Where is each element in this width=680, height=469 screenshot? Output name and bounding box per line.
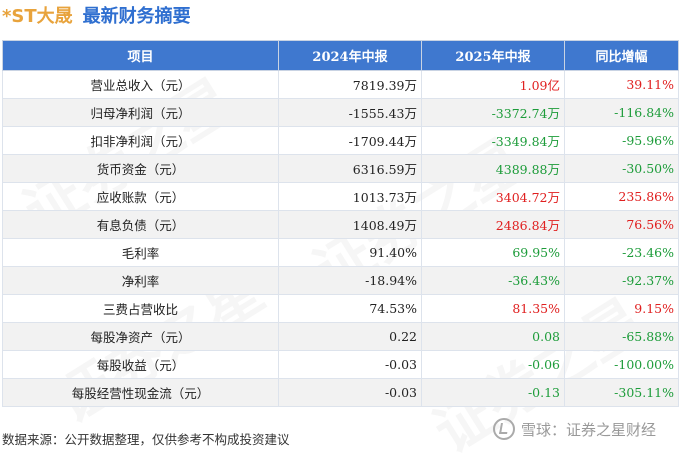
value-2025: 3404.72万: [421, 182, 565, 211]
company-name: *ST大晟: [2, 6, 73, 27]
value-yoy: 39.11%: [564, 70, 679, 99]
value-2024: -1555.43万: [278, 98, 422, 127]
header-yoy: 同比增幅: [564, 40, 679, 71]
row-label: 每股收益（元）: [2, 350, 279, 379]
value-2025: 4389.88万: [421, 154, 565, 183]
value-2025: 1.09亿: [421, 70, 565, 99]
value-yoy: -95.96%: [564, 126, 679, 155]
header-2024: 2024年中报: [278, 40, 422, 71]
table-row: 每股收益（元） -0.03 -0.06 -100.00%: [2, 350, 679, 379]
value-2024: 91.40%: [278, 238, 422, 267]
value-2024: 6316.59万: [278, 154, 422, 183]
row-label: 三费占营收比: [2, 294, 279, 323]
value-yoy: 9.15%: [564, 294, 679, 323]
value-yoy: -23.46%: [564, 238, 679, 267]
brand-text: 雪球：证券之星财经: [520, 420, 656, 439]
financial-summary-table: 项目 2024年中报 2025年中报 同比增幅 营业总收入（元） 7819.39万…: [2, 40, 679, 407]
header-item: 项目: [2, 40, 279, 71]
value-yoy: -65.88%: [564, 322, 679, 351]
table-row: 货币资金（元） 6316.59万 4389.88万 -30.50%: [2, 154, 679, 183]
row-label: 有息负债（元）: [2, 210, 279, 239]
data-source-note: 数据来源：公开数据整理，仅供参考不构成投资建议: [2, 432, 290, 447]
row-label: 净利率: [2, 266, 279, 295]
table-row: 毛利率 91.40% 69.95% -23.46%: [2, 238, 679, 267]
value-2025: -0.13: [421, 378, 565, 407]
value-2024: 7819.39万: [278, 70, 422, 99]
table-row: 每股净资产（元） 0.22 0.08 -65.88%: [2, 322, 679, 351]
table-row: 净利率 -18.94% -36.43% -92.37%: [2, 266, 679, 295]
value-2025: 0.08: [421, 322, 565, 351]
row-label: 营业总收入（元）: [2, 70, 279, 99]
table-row: 扣非净利润（元） -1709.44万 -3349.84万 -95.96%: [2, 126, 679, 155]
row-label: 应收账款（元）: [2, 182, 279, 211]
table-row: 应收账款（元） 1013.73万 3404.72万 235.86%: [2, 182, 679, 211]
row-label: 每股净资产（元）: [2, 322, 279, 351]
value-2024: -1709.44万: [278, 126, 422, 155]
value-yoy: -100.00%: [564, 350, 679, 379]
row-label: 毛利率: [2, 238, 279, 267]
value-yoy: -116.84%: [564, 98, 679, 127]
value-2025: -3349.84万: [421, 126, 565, 155]
value-yoy: 76.56%: [564, 210, 679, 239]
value-2024: 1013.73万: [278, 182, 422, 211]
row-label: 货币资金（元）: [2, 154, 279, 183]
table-row: 三费占营收比 74.53% 81.35% 9.15%: [2, 294, 679, 323]
header-2025: 2025年中报: [421, 40, 565, 71]
value-2024: -0.03: [278, 378, 422, 407]
value-yoy: -92.37%: [564, 266, 679, 295]
value-yoy: 235.86%: [564, 182, 679, 211]
value-2024: -18.94%: [278, 266, 422, 295]
snowball-icon: [492, 418, 515, 440]
value-2024: 1408.49万: [278, 210, 422, 239]
value-2025: 81.35%: [421, 294, 565, 323]
value-yoy: -305.11%: [564, 378, 679, 407]
table-row: 每股经营性现金流（元） -0.03 -0.13 -305.11%: [2, 378, 679, 407]
value-2025: 69.95%: [421, 238, 565, 267]
value-2024: 0.22: [278, 322, 422, 351]
value-2025: 2486.84万: [421, 210, 565, 239]
value-2025: -36.43%: [421, 266, 565, 295]
table-row: 有息负债（元） 1408.49万 2486.84万 76.56%: [2, 210, 679, 239]
table-header-row: 项目 2024年中报 2025年中报 同比增幅: [2, 40, 679, 71]
value-2024: 74.53%: [278, 294, 422, 323]
table-row: 归母净利润（元） -1555.43万 -3372.74万 -116.84%: [2, 98, 679, 127]
value-2024: -0.03: [278, 350, 422, 379]
financial-summary-table-wrapper: 项目 2024年中报 2025年中报 同比增幅 营业总收入（元） 7819.39万…: [2, 40, 679, 407]
row-label: 归母净利润（元）: [2, 98, 279, 127]
page-title: 最新财务摘要: [82, 6, 191, 27]
row-label: 每股经营性现金流（元）: [2, 378, 279, 407]
brand-mark: 雪球：证券之星财经: [492, 418, 656, 440]
value-2025: -0.06: [421, 350, 565, 379]
table-body: 营业总收入（元） 7819.39万 1.09亿 39.11% 归母净利润（元） -1555…: [2, 70, 679, 407]
page-header: *ST大晟 最新财务摘要: [0, 2, 191, 28]
value-yoy: -30.50%: [564, 154, 679, 183]
value-2025: -3372.74万: [421, 98, 565, 127]
row-label: 扣非净利润（元）: [2, 126, 279, 155]
table-row: 营业总收入（元） 7819.39万 1.09亿 39.11%: [2, 70, 679, 99]
